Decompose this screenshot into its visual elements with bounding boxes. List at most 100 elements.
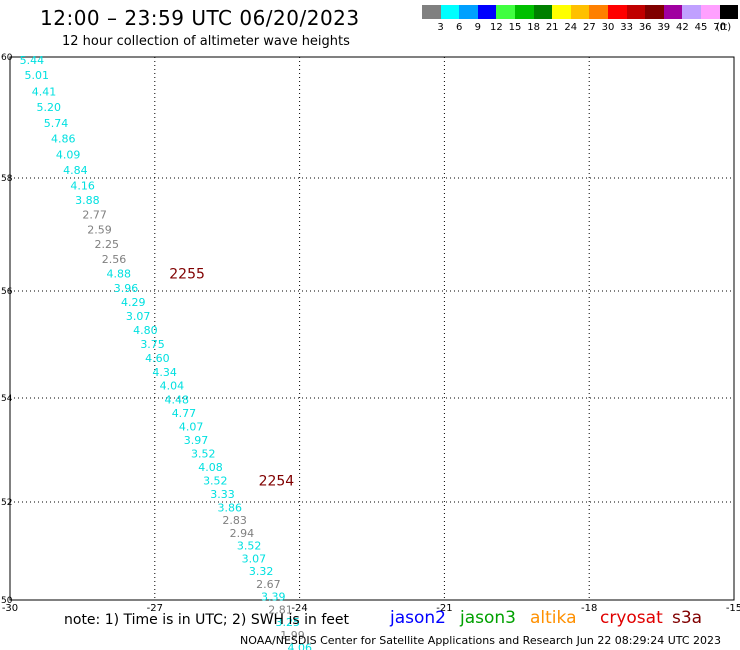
colorbar-label: 3	[437, 22, 444, 33]
wave-height-label: 3.07	[242, 552, 267, 565]
time-label: 2255	[169, 266, 205, 282]
wave-height-label: 2.67	[256, 578, 281, 591]
wave-height-label: 4.86	[51, 133, 76, 146]
colorbar-label: 45	[694, 22, 708, 33]
wave-height-label: 3.86	[218, 501, 243, 514]
wave-height-label: 2.56	[102, 253, 127, 266]
colorbar-swatch	[719, 5, 739, 19]
wave-height-label: 3.97	[184, 434, 209, 447]
wave-height-label: 4.77	[172, 407, 197, 420]
x-tick-label: -27	[147, 603, 163, 614]
wave-height-label: 4.07	[179, 421, 204, 434]
wave-height-label: 4.60	[145, 352, 170, 365]
colorbar-swatch	[459, 5, 478, 19]
colorbar-label: 9	[474, 22, 481, 33]
wave-height-label: 2.83	[222, 514, 247, 527]
wave-height-label: 3.07	[126, 310, 151, 323]
colorbar-label: 24	[564, 22, 578, 33]
wave-height-label: 3.52	[191, 448, 216, 461]
footer-credit: NOAA/NESDIS Center for Satellite Applica…	[240, 634, 722, 647]
wave-height-label: 3.39	[261, 591, 286, 604]
y-tick-label: 54	[1, 394, 13, 404]
colorbar-swatch	[607, 5, 627, 19]
colorbar-swatch	[533, 5, 553, 19]
footer-note: note: 1) Time is in UTC; 2) SWH is in fe…	[64, 612, 350, 628]
wave-height-label: 5.74	[44, 117, 69, 130]
time-label: 2254	[259, 474, 295, 490]
wave-height-label: 4.06	[288, 642, 313, 650]
colorbar-swatch	[645, 5, 664, 19]
y-tick-label: 52	[1, 498, 12, 508]
chart-title: 12:00 – 23:59 UTC 06/20/2023	[40, 6, 360, 30]
satellite-legend-cryosat: cryosat	[600, 608, 663, 628]
colorbar-swatch	[514, 5, 534, 19]
colorbar	[422, 5, 739, 19]
colorbar-label: 70	[713, 22, 726, 33]
colorbar-swatch	[570, 5, 590, 19]
x-tick-label: -24	[291, 603, 307, 614]
plot-frame	[9, 56, 735, 601]
wave-height-label: 5.01	[24, 69, 49, 82]
colorbar-unit: (ft)	[716, 22, 732, 33]
wave-height-label: 4.84	[63, 164, 88, 177]
wave-height-label: 3.96	[114, 282, 139, 295]
wave-height-label: 4.80	[133, 324, 158, 337]
colorbar-label: 36	[638, 22, 652, 33]
x-tick-label: -21	[436, 603, 452, 614]
chart-subtitle: 12 hour collection of altimeter wave hei…	[62, 34, 350, 49]
colorbar-label: 39	[657, 22, 671, 33]
colorbar-label: 12	[490, 22, 503, 33]
wave-height-label: 2.25	[94, 238, 119, 251]
wave-height-label: 5.20	[37, 101, 62, 114]
colorbar-swatch	[496, 5, 515, 19]
colorbar-swatch	[626, 5, 646, 19]
wave-height-label: 3.32	[249, 565, 273, 578]
wave-height-label: 4.88	[107, 267, 131, 280]
colorbar-swatch	[477, 5, 497, 19]
wave-height-label: 2.81	[268, 603, 293, 616]
wave-height-label: 1.99	[280, 629, 305, 642]
y-tick-label: 60	[1, 53, 13, 63]
wave-height-label: 3.75	[140, 338, 165, 351]
wave-height-label: 4.16	[70, 179, 95, 192]
wave-height-label: 3.52	[203, 475, 228, 488]
colorbar-swatch	[422, 5, 441, 19]
wave-height-label: 3.88	[75, 194, 100, 207]
wave-height-label: 4.34	[152, 366, 177, 379]
wave-height-label: 4.48	[164, 394, 189, 407]
colorbar-label: 30	[601, 22, 615, 33]
x-tick-label: -30	[2, 603, 18, 614]
wave-height-label: 2.94	[230, 527, 255, 540]
x-tick-label: -15	[726, 603, 740, 614]
wave-height-label: 4.41	[32, 85, 57, 98]
wave-height-label: 3.25	[275, 616, 300, 629]
colorbar-label: 42	[676, 22, 689, 33]
wave-height-label: 4.09	[56, 148, 81, 161]
colorbar-swatch	[589, 5, 608, 19]
wave-height-label: 2.59	[87, 223, 112, 236]
satellite-legend-s3a: s3a	[672, 608, 703, 628]
y-tick-label: 56	[1, 287, 13, 297]
x-tick-label: -18	[581, 603, 597, 614]
wave-height-label: 3.52	[237, 540, 262, 553]
colorbar-label: 18	[527, 22, 540, 33]
wave-height-label: 3.33	[210, 488, 235, 501]
colorbar-swatch	[663, 5, 683, 19]
satellite-legend-jason3: jason3	[460, 608, 516, 628]
colorbar-swatch	[700, 5, 720, 19]
y-tick-label: 58	[1, 174, 13, 184]
satellite-legend-jason2: jason2	[390, 608, 446, 628]
wave-height-label: 2.77	[82, 209, 107, 222]
satellite-legend-altika: altika	[530, 608, 577, 628]
wave-height-label: 4.08	[198, 461, 223, 474]
wave-height-label: 4.29	[121, 296, 146, 309]
colorbar-label: 27	[583, 22, 596, 33]
colorbar-swatch	[440, 5, 460, 19]
colorbar-label: 6	[456, 22, 463, 33]
colorbar-swatch	[682, 5, 701, 19]
wave-height-label: 5.44	[20, 54, 45, 67]
colorbar-label: 33	[620, 22, 633, 33]
colorbar-label: 21	[545, 22, 559, 33]
wave-height-label: 4.04	[160, 380, 185, 393]
